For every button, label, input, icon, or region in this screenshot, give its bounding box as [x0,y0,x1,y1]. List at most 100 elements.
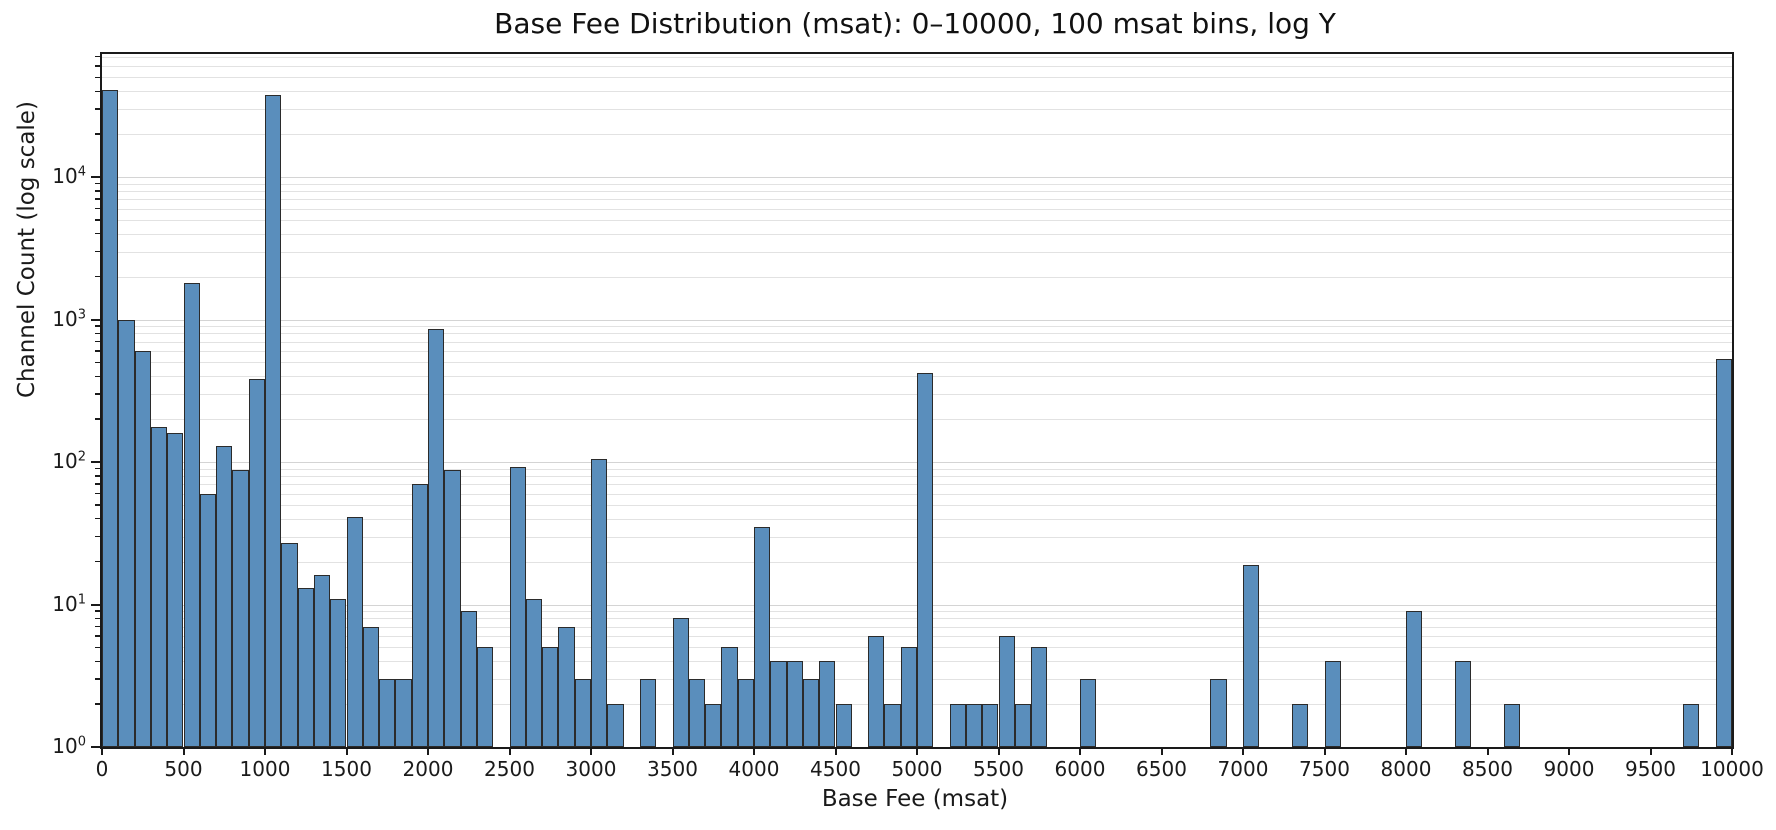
x-tick [1323,747,1326,755]
x-tick [1486,747,1489,755]
y-minor-tick [95,504,100,506]
x-tick-label: 7500 [1299,757,1350,781]
y-minor-tick [95,617,100,619]
x-tick [1160,747,1163,755]
x-tick [1405,747,1407,755]
x-tick [345,747,348,755]
histogram-bar [949,704,966,747]
y-minor-tick [95,361,100,364]
y-minor-gridline [102,333,1732,335]
histogram-bar [525,598,543,747]
y-minor-tick [95,467,100,470]
x-tick-label: 2000 [402,757,454,781]
y-minor-tick [95,250,100,253]
y-minor-gridline [102,326,1732,328]
histogram-bar [428,328,445,747]
y-tick-label: 102 [52,449,86,473]
histogram-bar [1454,661,1472,747]
y-minor-gridline [102,190,1732,192]
histogram-bar [1243,564,1260,747]
histogram-bar [379,679,396,747]
y-tick-label: 100 [52,734,86,758]
x-tick [1731,747,1733,755]
x-tick-label: 5000 [891,757,943,781]
histogram-bar [900,647,917,747]
y-minor-gridline [102,276,1732,278]
y-minor-tick [95,76,100,79]
x-tick-label: 10000 [1700,757,1764,781]
y-major-gridline [102,319,1732,321]
y-minor-tick [95,418,100,420]
histogram-bar [1503,704,1521,747]
y-minor-gridline [102,351,1732,353]
x-tick-label: 1000 [239,757,291,781]
histogram-bar [199,493,217,747]
histogram-bar [313,575,331,747]
histogram-bar [998,636,1015,747]
x-tick [427,747,429,755]
y-minor-tick [95,190,100,192]
y-minor-gridline [102,362,1732,364]
histogram-bar [281,543,298,747]
y-minor-tick [95,133,100,135]
y-minor-tick [95,198,100,200]
histogram-bar [917,373,934,747]
plot-area [100,52,1734,749]
histogram-bar [265,95,282,747]
histogram-bar [346,517,363,747]
x-tick-label: 4500 [810,757,861,781]
y-minor-gridline [102,77,1732,79]
histogram-bar [248,379,265,747]
x-tick [264,747,266,755]
y-minor-tick [95,275,100,278]
y-minor-tick [95,108,100,110]
y-major-gridline [102,177,1732,179]
histogram-bar [574,679,591,747]
y-tick [91,176,100,179]
histogram-bar [460,611,477,747]
histogram-bar [770,661,787,747]
y-minor-tick [95,350,100,352]
histogram-bar [134,351,151,747]
x-tick [671,747,674,755]
histogram-bar [232,469,249,747]
x-tick [1649,747,1652,755]
x-tick-label: 8000 [1380,757,1432,781]
y-minor-tick [95,65,100,67]
x-tick-label: 5500 [973,757,1024,781]
y-minor-tick [95,182,100,185]
x-tick [997,747,1000,755]
y-minor-gridline [102,66,1732,68]
histogram-bar [1080,679,1097,747]
histogram-bar [737,679,754,747]
x-tick [834,747,837,755]
y-minor-tick [95,55,100,58]
x-tick-label: 500 [164,757,203,781]
y-tick-label: 101 [52,591,86,616]
x-tick [1568,747,1570,755]
x-tick-label: 6500 [1136,757,1187,781]
histogram-bar [672,618,689,747]
histogram-bar [705,704,722,747]
histogram-bar [1014,704,1032,747]
y-minor-tick [95,325,100,327]
y-minor-gridline [102,91,1732,93]
y-tick-label: 104 [52,164,86,189]
chart-title: Base Fee Distribution (msat): 0–10000, 1… [494,7,1336,40]
y-minor-tick [95,233,100,235]
histogram-bar [1324,661,1341,747]
x-tick [1242,747,1244,755]
y-minor-gridline [102,233,1732,235]
histogram-bar [721,647,738,747]
histogram-bar [688,679,706,747]
histogram-bar [786,661,803,747]
x-tick [182,747,185,755]
histogram-bar [444,469,461,747]
histogram-bar [476,647,494,747]
x-axis-label: Base Fee (msat) [821,786,1009,812]
y-minor-tick [95,90,100,92]
y-minor-gridline [102,341,1732,343]
x-tick-label: 8500 [1462,757,1513,781]
y-minor-tick [95,518,100,520]
y-minor-tick [95,492,100,495]
